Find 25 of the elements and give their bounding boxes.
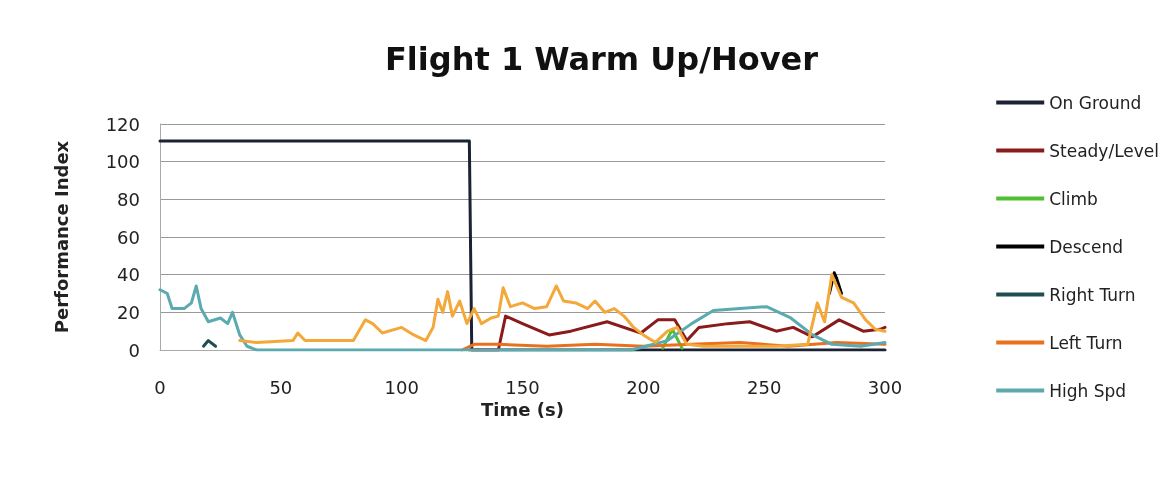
legend-label: Left Turn [1049,332,1123,353]
line-series [238,273,887,348]
x-tick-label: 0 [154,376,166,398]
y-tick-label: 80 [117,188,140,210]
legend-label: Climb [1049,188,1098,209]
legend-label: Descend [1049,236,1123,257]
x-tick-label: 50 [269,376,293,398]
x-axis-title: Time (s) [481,398,564,420]
chart-title: Flight 1 Warm Up/Hover [385,40,819,78]
x-tick-label: 200 [626,376,661,398]
y-tick-label: 40 [117,264,140,286]
legend-label: Steady/Level [1049,140,1160,161]
y-tick-label: 60 [117,226,140,248]
x-tick-label: 300 [867,376,903,398]
y-tick-label: 20 [117,301,140,323]
y-tick-label: 0 [128,339,140,361]
y-axis-title: Performance Index [50,140,72,334]
legend-label: Right Turn [1049,284,1136,305]
y-tick-label: 100 [105,151,140,173]
x-tick-label: 150 [505,376,540,398]
y-tick-label: 120 [105,113,140,135]
legend-label: On Ground [1049,92,1142,113]
legend-label: High Spd [1049,380,1127,401]
x-tick-label: 250 [746,376,782,398]
x-tick-label: 100 [384,376,419,398]
